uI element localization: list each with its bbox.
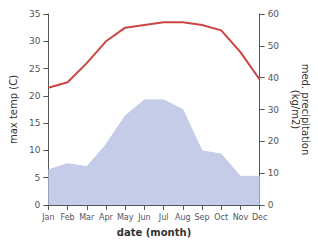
svg-text:Jan: Jan [41, 213, 54, 222]
svg-text:date (month): date (month) [117, 227, 191, 238]
svg-text:Aug: Aug [175, 213, 191, 222]
svg-text:15: 15 [29, 118, 40, 128]
svg-text:10: 10 [29, 145, 41, 155]
svg-text:40: 40 [268, 73, 280, 83]
svg-text:(kg/m2): (kg/m2) [290, 90, 301, 130]
svg-text:Sep: Sep [194, 213, 209, 222]
svg-text:Jun: Jun [137, 213, 151, 222]
svg-text:0: 0 [35, 200, 41, 210]
svg-text:5: 5 [35, 173, 41, 183]
svg-text:10: 10 [268, 168, 280, 178]
svg-text:Dec: Dec [252, 213, 267, 222]
svg-text:25: 25 [29, 64, 40, 74]
svg-text:Jul: Jul [158, 213, 169, 222]
svg-text:med. precipitation: med. precipitation [299, 63, 311, 156]
svg-text:60: 60 [268, 9, 280, 19]
svg-text:35: 35 [29, 9, 40, 19]
svg-text:20: 20 [268, 136, 280, 146]
svg-text:max temp (C): max temp (C) [8, 75, 19, 144]
svg-text:Apr: Apr [99, 213, 114, 222]
svg-text:Mar: Mar [79, 213, 95, 222]
svg-text:May: May [117, 213, 134, 222]
svg-text:20: 20 [29, 91, 41, 101]
svg-text:0: 0 [268, 200, 274, 210]
svg-text:Feb: Feb [60, 213, 74, 222]
svg-text:Oct: Oct [214, 213, 228, 222]
svg-text:30: 30 [29, 36, 41, 46]
svg-text:30: 30 [268, 105, 280, 115]
svg-text:Nov: Nov [233, 213, 249, 222]
svg-text:50: 50 [268, 41, 280, 51]
